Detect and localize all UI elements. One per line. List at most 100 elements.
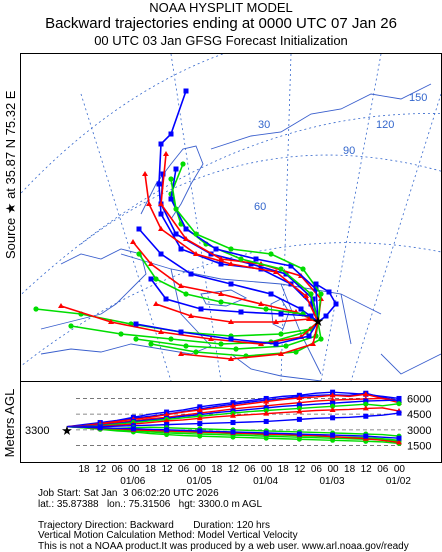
trajectory-marker [326, 289, 332, 295]
altitude-marker [363, 413, 369, 419]
bay-of-bengal [380, 353, 441, 375]
trajectory-marker [218, 291, 224, 296]
altitude-marker [396, 439, 402, 445]
trajectory-marker [306, 316, 312, 321]
trajectory-marker [158, 201, 164, 206]
trajectory-direction: Trajectory Direction: Backward Duration:… [38, 519, 270, 531]
trajectory-marker [258, 301, 264, 306]
job-start: Job Start: Sat Jan 3 06:02:20 UTC 2026 [38, 488, 219, 499]
job-info: Job Start: Sat Jan 3 06:02:20 UTC 2026 l… [38, 488, 409, 552]
trajectory-red-5 [144, 173, 319, 323]
trajectory-marker [248, 261, 254, 267]
altitude-tick-label: 6000 [407, 393, 431, 405]
trajectory-marker [228, 261, 234, 266]
trajectory-marker [283, 343, 289, 349]
altitude-marker [396, 410, 402, 416]
trajectory-marker [153, 276, 159, 282]
altitude-marker [396, 401, 402, 407]
trajectory-marker [278, 331, 284, 337]
altitude-marker [197, 428, 203, 434]
altitude-marker [197, 433, 203, 439]
time-axis: 18 12 06 00 18 12 06 00 18 12 06 00 18 12 06 00 18 12 06 00… [78, 464, 411, 487]
trajectory-marker [298, 306, 304, 312]
border-lines [120, 253, 382, 375]
trajectory-marker [228, 356, 234, 361]
black-sea [200, 289, 248, 307]
trajectory-marker [173, 231, 179, 237]
altitude-marker [263, 398, 270, 404]
time-tick-label: 18 [78, 464, 90, 475]
trajectory-marker [160, 171, 166, 177]
trajectory-marker [193, 251, 199, 256]
trajectory-marker [183, 88, 189, 94]
trajectory-marker [278, 351, 284, 356]
time-tick-label: 06 [311, 464, 323, 475]
trajectory-marker [318, 291, 324, 297]
trajectory-marker [218, 261, 224, 267]
time-tick-label: 12 [95, 464, 107, 475]
trajectory-green-6 [170, 178, 322, 323]
trajectory-marker [130, 239, 136, 244]
trajectory-marker [333, 301, 339, 307]
time-tick-label: 12 [294, 464, 306, 475]
trajectory-marker [158, 226, 164, 231]
altitude-marker [230, 434, 236, 440]
altitude-marker [263, 407, 269, 413]
time-tick-label: 18 [278, 464, 290, 475]
altitude-marker [296, 402, 302, 408]
trajectory-marker [173, 206, 179, 212]
altitude-marker [330, 437, 336, 443]
trajectory-marker [233, 346, 239, 352]
altitude-marker [363, 398, 369, 404]
time-tick-label: 06 [112, 464, 124, 475]
trajectory-marker [133, 321, 139, 327]
trajectory-marker [183, 343, 189, 349]
trajectory-marker [168, 131, 174, 137]
altitude-marker [163, 417, 170, 423]
altitude-marker [330, 432, 336, 438]
time-tick-label: 18 [211, 464, 223, 475]
time-tick-label: 12 [161, 464, 173, 475]
trajectory-marker [163, 151, 169, 156]
trajectory-marker [148, 341, 154, 347]
altitude-marker [263, 430, 269, 436]
altitude-marker [263, 405, 269, 411]
trajectory-marker [148, 276, 154, 282]
trajectory-marker [293, 349, 299, 355]
trajectory-marker [278, 266, 284, 272]
altitude-marker [363, 401, 369, 407]
date-label: 01/04 [253, 476, 278, 487]
altitude-marker [296, 394, 303, 400]
lat-60-gridline [80, 154, 441, 245]
altitude-tick-label: 1500 [407, 441, 431, 453]
source-star-icon: ★ [312, 313, 325, 329]
trajectory-marker [178, 283, 184, 288]
start-star-icon: ★ [61, 423, 73, 438]
trajectory-marker [173, 166, 179, 172]
trajectory-marker [178, 246, 184, 252]
trajectory-marker [193, 231, 199, 237]
trajectory-marker [156, 181, 162, 187]
trajectory-marker [253, 256, 259, 262]
time-tick-label: 12 [228, 464, 240, 475]
trajectory-marker [133, 336, 139, 342]
trajectory-marker [313, 286, 319, 292]
trajectory-marker [148, 261, 154, 266]
date-label: 01/02 [386, 476, 411, 487]
time-tick-label: 00 [327, 464, 339, 475]
arabian-coast [230, 353, 322, 381]
altitude-tick-label: 4500 [407, 409, 431, 421]
trajectory-marker [158, 251, 164, 257]
lon-gridline [80, 93, 172, 381]
altitude-marker [263, 410, 270, 416]
lat-30-gridline [21, 54, 224, 194]
trajectory-marker [136, 251, 142, 257]
trajectory-marker [68, 323, 74, 329]
time-tick-label: 06 [377, 464, 389, 475]
altitude-marker [363, 433, 369, 439]
time-tick-label: 06 [178, 464, 190, 475]
altitude-canvas: 3300 ★ 6000 4500 3000 1500 [25, 389, 431, 453]
time-tick-label: 18 [145, 464, 157, 475]
altitude-marker [196, 415, 203, 421]
trajectory-marker [278, 311, 284, 317]
